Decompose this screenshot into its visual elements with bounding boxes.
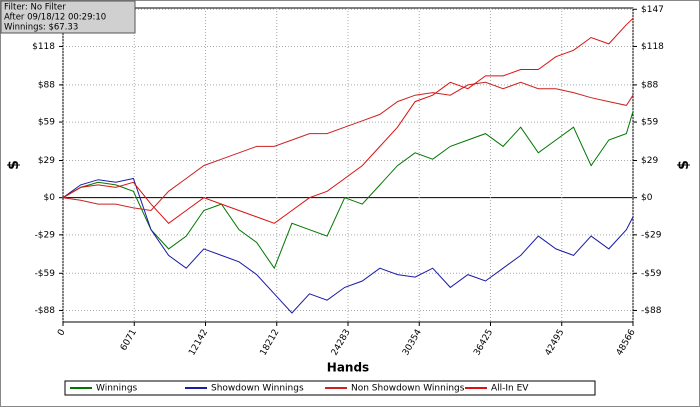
y2-tick-label: -$29 [641,230,662,240]
legend-label: Non Showdown Winnings [351,384,465,394]
x-axis-label: Hands [327,361,369,375]
y-tick-label: $0 [44,193,56,203]
x-tick-label: 0 [56,328,68,338]
y2-axis-label: $ [676,160,692,170]
y-tick-label: -$29 [35,230,56,240]
series-line [62,111,634,270]
y-axis-label: $ [6,160,22,170]
y2-tick-label: -$59 [641,269,662,279]
y-tick-label: $88 [38,80,55,90]
info-line: Winnings: $67.33 [4,23,78,33]
y2-tick-label: -$88 [641,306,662,316]
y2-tick-label: $0 [641,193,653,203]
y2-tick-label: $59 [641,118,658,128]
info-line: After 09/18/12 00:29:10 [4,13,106,23]
y2-tick-label: $118 [641,42,664,52]
legend-label: All-In EV [491,384,529,394]
info-line: Filter: No Filter [4,3,66,13]
info-box [0,0,136,34]
y2-tick-label: $88 [641,80,658,90]
y-tick-label: $118 [32,42,55,52]
y-tick-label: -$88 [35,306,56,316]
y-tick-label: -$59 [35,269,56,279]
legend-label: Showdown Winnings [211,384,304,394]
y2-tick-label: $29 [641,156,658,166]
series-line [62,81,634,212]
series-line [62,17,634,224]
y-tick-label: $29 [38,156,55,166]
series-line [62,177,634,314]
legend-label: Winnings [96,384,138,394]
y2-tick-label: $147 [641,5,664,15]
y-tick-label: $59 [38,118,55,128]
